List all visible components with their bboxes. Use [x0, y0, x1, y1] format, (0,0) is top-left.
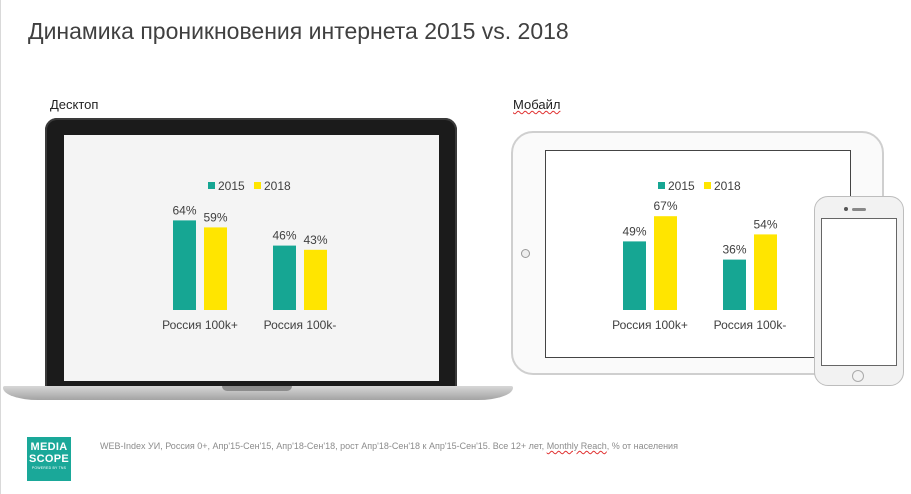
mobile-section-label: Мобайл: [513, 97, 560, 112]
page-title: Динамика проникновения интернета 2015 vs…: [28, 18, 569, 45]
bar-2018-russia-100k-plus: [204, 227, 227, 310]
laptop-notch: [222, 386, 292, 391]
tablet-camera: [521, 249, 530, 258]
legend-label-2015: 2015: [218, 179, 245, 193]
legend-label-2015: 2015: [668, 179, 695, 193]
legend-swatch-2015: [208, 182, 215, 189]
category-label-1: Россия 100k-: [264, 318, 337, 332]
data-label-2015-1: 36%: [722, 243, 746, 257]
data-label-2018-1: 54%: [753, 217, 777, 231]
data-label-2018-1: 43%: [303, 233, 327, 247]
legend-label-2018: 2018: [714, 179, 741, 193]
data-label-2015-0: 49%: [622, 224, 646, 238]
category-label-1: Россия 100k-: [714, 318, 787, 332]
data-label-2015-1: 46%: [272, 229, 296, 243]
bar-2018-russia-100k-minus: [754, 234, 777, 310]
phone-home-button: [852, 370, 864, 382]
bar-2018-russia-100k-plus: [654, 216, 677, 310]
category-label-0: Россия 100k+: [612, 318, 688, 332]
bar-2015-russia-100k-minus: [273, 246, 296, 310]
bar-2015-russia-100k-plus: [623, 241, 646, 310]
category-label-0: Россия 100k+: [162, 318, 238, 332]
left-edge-rule: [0, 0, 1, 494]
data-label-2018-0: 67%: [653, 199, 677, 213]
source-footnote: WEB-Index УИ, Россия 0+, Апр'15-Сен'15, …: [100, 441, 678, 451]
bar-2015-russia-100k-plus: [173, 220, 196, 310]
bar-2015-russia-100k-minus: [723, 260, 746, 310]
data-label-2018-0: 59%: [203, 210, 227, 224]
phone-camera: [844, 207, 848, 211]
bar-2018-russia-100k-minus: [304, 250, 327, 310]
mobile-bar-chart: 2015 2018 49% 67% Россия 100k+ 36% 54% Россия 1…: [590, 170, 830, 340]
mediascope-logo: MEDIA SCOPE POWERED BY TNS: [27, 437, 71, 481]
footnote-monthly-reach: Monthly Reach: [547, 441, 607, 451]
phone-speaker: [852, 208, 866, 211]
legend-swatch-2015: [658, 182, 665, 189]
phone-screen: [821, 218, 897, 366]
data-label-2015-0: 64%: [172, 203, 196, 217]
legend-swatch-2018: [254, 182, 261, 189]
legend-swatch-2018: [704, 182, 711, 189]
legend-label-2018: 2018: [264, 179, 291, 193]
desktop-section-label: Десктоп: [50, 97, 98, 112]
desktop-bar-chart: 2015 2018 64% 59% Россия 100k+ 46% 43% Россия 1…: [140, 170, 380, 340]
